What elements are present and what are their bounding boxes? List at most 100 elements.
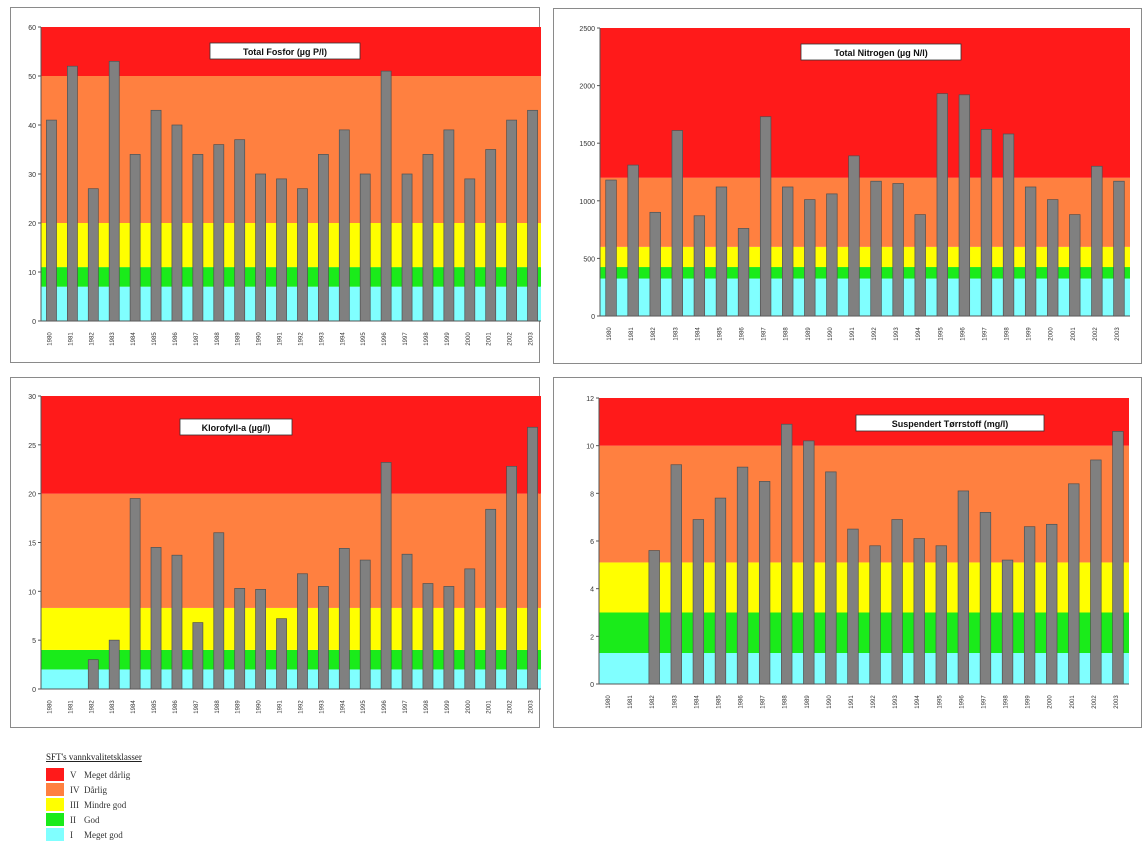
class-band-iv [41, 493, 541, 608]
class-band-i [599, 653, 1129, 684]
y-tick-label: 1000 [579, 199, 595, 206]
bar [891, 519, 903, 685]
bar [192, 622, 204, 690]
y-tick-label: 500 [583, 256, 595, 263]
y-tick-label: 30 [28, 394, 36, 401]
bar [913, 538, 925, 685]
bar [297, 188, 308, 322]
legend-item-v: V Meget dårlig [46, 767, 246, 782]
chart-panel-total-fosfor: 0 10 20 30 40 50 60 1980 1981 1982 1983 1984 1985 198… [10, 7, 541, 363]
x-tick-label: 1989 [236, 700, 242, 714]
x-tick-label: 1998 [424, 700, 430, 714]
x-tick-label: 1985 [152, 700, 158, 714]
bar [1046, 523, 1058, 685]
bar [213, 144, 225, 322]
bar [1047, 199, 1059, 317]
x-tick-label: 1981 [68, 332, 74, 346]
bar [1024, 186, 1037, 317]
bar [171, 554, 183, 690]
bar [826, 193, 838, 317]
x-tick-label: 1987 [194, 332, 200, 346]
x-tick-label: 1993 [894, 327, 900, 341]
y-tick-label: 2 [590, 634, 594, 641]
bar [693, 215, 706, 317]
y-tick-label: 6 [590, 539, 594, 546]
legend-label: Meget dårlig [84, 769, 131, 780]
x-tick-label: 1986 [740, 327, 746, 341]
chart-total-fosfor: 0 10 20 30 40 50 60 1980 1981 1982 1983 1984 1985 198… [28, 25, 541, 346]
x-tick-label: 1983 [110, 700, 116, 714]
bar [150, 547, 162, 690]
y-tick-label: 10 [28, 589, 36, 596]
x-tick-label: 1985 [152, 332, 158, 346]
x-tick-label: 1987 [761, 695, 767, 709]
bar [443, 586, 455, 690]
x-tick-label: 1991 [278, 332, 284, 346]
bar [869, 545, 881, 685]
x-tick-label: 1994 [340, 700, 346, 714]
x-tick-label: 1993 [319, 332, 325, 346]
bar [1068, 483, 1080, 685]
legend-swatch [46, 783, 64, 796]
bar [485, 508, 497, 690]
x-tick-label: 2001 [487, 700, 493, 714]
chart-panel-suspendert-torrstoff: 0 2 4 6 8 10 12 1980 1981 1982 1983 1984 1985 1986 198… [553, 377, 1142, 728]
y-tick-label: 2000 [579, 84, 595, 91]
x-tick-label: 1980 [606, 695, 612, 709]
class-band-ii [41, 267, 541, 287]
bar [192, 154, 204, 322]
y-tick-label: 4 [590, 587, 594, 594]
x-tick-label: 2002 [508, 332, 514, 346]
bar [67, 65, 78, 322]
bar [443, 129, 455, 322]
x-tick-label: 1997 [403, 332, 409, 346]
x-tick-label: 1982 [650, 695, 656, 709]
class-band-iii [599, 562, 1129, 613]
bar [1023, 526, 1036, 685]
x-tick-label: 1996 [382, 332, 388, 346]
y-tick-label: 0 [591, 314, 595, 321]
bar [318, 586, 329, 690]
x-tick-label: 1984 [695, 327, 701, 341]
x-tick-label: 1988 [215, 332, 221, 346]
bar [359, 173, 371, 322]
bar [129, 498, 141, 690]
bar [359, 559, 371, 690]
bar [958, 94, 971, 317]
bar [649, 211, 661, 317]
y-tick-label: 5 [32, 638, 36, 645]
bar [87, 659, 99, 690]
class-band-iv [599, 445, 1129, 563]
class-band-iv [600, 177, 1130, 247]
bar [714, 497, 727, 685]
water-quality-legend: SFT's vannkvalitetsklasser V Meget dårli… [46, 752, 246, 852]
x-tick-label: 1990 [827, 695, 833, 709]
x-tick-label: 2000 [1048, 695, 1054, 709]
x-tick-label: 1997 [982, 327, 988, 341]
x-tick-label: 1996 [959, 695, 965, 709]
bar [150, 109, 162, 322]
x-tick-label: 1999 [1027, 327, 1033, 341]
legend-roman: II [70, 814, 76, 825]
legend-roman: IV [70, 784, 80, 795]
bar [1090, 459, 1102, 685]
x-tick-label: 1998 [424, 332, 430, 346]
legend-title: SFT's vannkvalitetsklasser [46, 752, 142, 762]
chart-klorofyll: 0 5 10 15 20 25 30 1980 1981 1982 1983 1984 1985 1986… [28, 394, 541, 714]
bar [1091, 165, 1103, 317]
legend-roman: V [70, 769, 77, 780]
bar [692, 519, 705, 685]
x-tick-label: 1999 [445, 700, 451, 714]
bar [108, 639, 120, 690]
bar [648, 550, 660, 685]
legend-item-iii: III Mindre god [46, 797, 246, 812]
x-tick-label: 1995 [361, 700, 367, 714]
y-tick-label: 0 [32, 319, 36, 326]
y-tick-label: 2500 [579, 26, 595, 33]
bar [401, 553, 413, 690]
x-tick-label: 1992 [298, 700, 304, 714]
class-band-ii [41, 649, 541, 670]
chart-total-nitrogen: 0 500 1000 1500 2000 2500 1980 1981 1982 1983 1984… [579, 26, 1130, 341]
bar [715, 186, 728, 317]
x-tick-label: 1989 [806, 327, 812, 341]
